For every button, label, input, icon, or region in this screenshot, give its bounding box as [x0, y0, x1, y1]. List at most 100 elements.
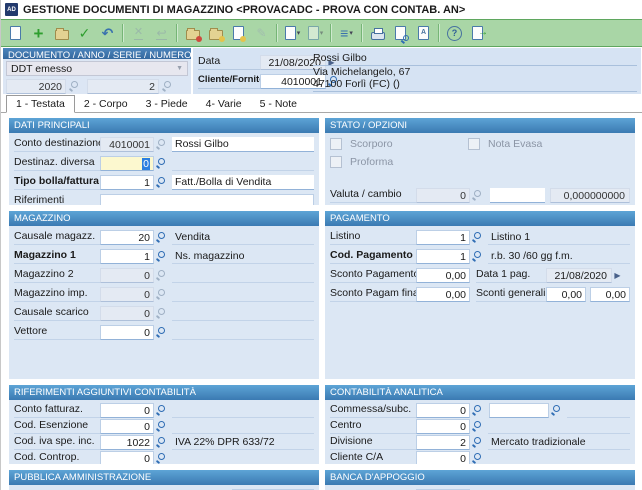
causale-scarico-desc	[172, 306, 314, 321]
lookup-icon[interactable]	[154, 249, 169, 264]
field-row: Divisione 2 Mercato tradizionale	[330, 434, 630, 450]
open-folder-button[interactable]	[50, 22, 73, 45]
lookup-icon[interactable]	[470, 230, 485, 245]
commessa-input[interactable]: 0	[416, 402, 470, 418]
magazzino1-input[interactable]: 1	[100, 249, 154, 264]
date-label: Data	[198, 55, 260, 70]
new-document-button[interactable]	[4, 22, 27, 45]
centro-input[interactable]: 0	[416, 418, 470, 434]
undo-icon: ↶	[101, 25, 114, 41]
field-row: Sconto Pagamento 0,00 Data 1 pag. 21/08/…	[330, 266, 630, 285]
subcommessa-input[interactable]	[489, 402, 549, 418]
import-document-yellow-button[interactable]	[204, 22, 227, 45]
cliente-ca-input[interactable]: 0	[416, 450, 470, 464]
causale-scarico-label: Causale scarico	[14, 306, 100, 321]
print-button[interactable]	[366, 22, 389, 45]
tab-piede[interactable]: 3 - Piede	[145, 98, 188, 110]
tab-corpo[interactable]: 2 - Corpo	[83, 98, 128, 110]
undo-button[interactable]: ↶	[96, 22, 119, 45]
field-row: Sconto Pagam finanz 0,00 Sconti generali…	[330, 285, 630, 304]
field-row: Conto destinazione 4010001 Rossi Gilbo	[14, 135, 314, 154]
panel-title: STATO / OPZIONI	[325, 118, 635, 133]
conto-fatturaz-input[interactable]: 0	[100, 402, 154, 418]
exit-button[interactable]: →	[466, 22, 489, 45]
destinaz-diversa-input[interactable]: 0	[100, 156, 154, 171]
add-icon: +	[33, 23, 44, 43]
lookup-icon[interactable]	[549, 403, 564, 418]
date-next-button[interactable]: ▶	[328, 58, 335, 67]
cod-pagamento-input[interactable]: 1	[416, 249, 470, 264]
document-number-panel: DOCUMENTO / ANNO / SERIE / NUMERO DDT em…	[3, 48, 191, 94]
lookup-icon[interactable]	[470, 419, 485, 434]
list-menu-button[interactable]: ≡ ▾	[335, 22, 358, 45]
data-1-pag-field[interactable]: 21/08/2020	[546, 268, 612, 283]
document-type-select[interactable]: DDT emesso ▼	[6, 61, 188, 76]
window-title: GESTIONE DOCUMENTI DI MAGAZZINO <PROVACA…	[23, 3, 466, 16]
panel-title: MAGAZZINO	[9, 211, 319, 226]
toolbar-separator	[438, 24, 440, 42]
help-button[interactable]: ?	[443, 22, 466, 45]
lookup-icon[interactable]	[154, 325, 169, 340]
export-document-button[interactable]: ▾	[281, 22, 304, 45]
data-1-pag-next-button[interactable]: ▶	[614, 271, 621, 280]
tipo-bolla-input[interactable]: 1	[100, 175, 154, 190]
lookup-icon[interactable]	[154, 175, 169, 190]
lookup-icon[interactable]	[154, 451, 169, 465]
lookup-icon[interactable]	[154, 403, 169, 418]
cod-iva-input[interactable]: 1022	[100, 434, 154, 450]
main-content: DATI PRINCIPALI Conto destinazione 40100…	[1, 113, 642, 490]
confirm-icon: ✓	[78, 25, 91, 41]
number-field: 2	[87, 79, 159, 94]
sconto-pagamento-input[interactable]: 0,00	[416, 268, 470, 283]
date-field[interactable]: 21/08/2020	[260, 55, 326, 70]
sconto-finanz-input[interactable]: 0,00	[416, 287, 470, 302]
sconto-generale1-input[interactable]: 0,00	[546, 287, 586, 302]
panel-title: PAGAMENTO	[325, 211, 635, 226]
riferimenti-label: Riferimenti	[14, 194, 100, 205]
cod-controp-input[interactable]: 0	[100, 450, 154, 464]
confirm-button[interactable]: ✓	[73, 22, 96, 45]
conto-destinazione-label: Conto destinazione	[14, 137, 100, 152]
lookup-icon	[154, 287, 169, 302]
lookup-icon[interactable]	[470, 403, 485, 418]
lookup-icon[interactable]	[154, 230, 169, 245]
magnifier-icon	[401, 34, 410, 44]
divisione-input[interactable]: 2	[416, 434, 470, 450]
magazzino2-label: Magazzino 2	[14, 268, 100, 283]
left-column: DATI PRINCIPALI Conto destinazione 40100…	[9, 118, 319, 490]
lookup-icon[interactable]	[470, 451, 485, 465]
document-header: DOCUMENTO / ANNO / SERIE / NUMERO DDT em…	[1, 47, 642, 95]
document-values-button[interactable]	[227, 22, 250, 45]
document-date-client-panel: Data 21/08/2020 ▶ Cliente/Fornitore 4010…	[193, 48, 641, 94]
client-code-input[interactable]: 4010001	[260, 74, 326, 89]
lookup-icon[interactable]	[154, 419, 169, 434]
lookup-icon[interactable]	[154, 156, 169, 171]
import-document-red-button[interactable]	[181, 22, 204, 45]
listino-input[interactable]: 1	[416, 230, 470, 245]
pdf-button[interactable]: A	[412, 22, 435, 45]
export-document-alt-button: ▾	[304, 22, 327, 45]
dropdown-caret-icon: ▾	[296, 30, 301, 37]
tab-varie[interactable]: 4- Varie	[205, 98, 242, 110]
magazzino-panel: MAGAZZINO Causale magazz. 20 Vendita Mag…	[9, 211, 319, 379]
riferimenti-input[interactable]	[100, 194, 314, 205]
client-name: Rossi Gilbo	[313, 52, 637, 66]
vettore-input[interactable]: 0	[100, 325, 154, 340]
add-button[interactable]: +	[27, 22, 50, 45]
lookup-icon[interactable]	[470, 249, 485, 264]
causale-magazz-input[interactable]: 20	[100, 230, 154, 245]
pdf-icon: A	[418, 26, 429, 40]
print-preview-button[interactable]	[389, 22, 412, 45]
tab-note[interactable]: 5 - Note	[259, 98, 298, 110]
cod-esenzione-input[interactable]: 0	[100, 418, 154, 434]
restore-row-button: ↩	[150, 22, 173, 45]
sconto-generale2-input[interactable]: 0,00	[590, 287, 630, 302]
field-row: Riferimenti	[14, 192, 314, 205]
tab-testata[interactable]: 1 - Testata	[6, 95, 75, 113]
lookup-icon[interactable]	[470, 435, 485, 450]
nota-evasa-checkbox	[468, 138, 480, 150]
dropdown-caret-icon: ▾	[319, 30, 324, 37]
cod-pagamento-desc: r.b. 30 /60 gg f.m.	[488, 249, 630, 264]
lookup-icon[interactable]	[154, 435, 169, 450]
client-lookup-icon[interactable]	[326, 74, 341, 89]
